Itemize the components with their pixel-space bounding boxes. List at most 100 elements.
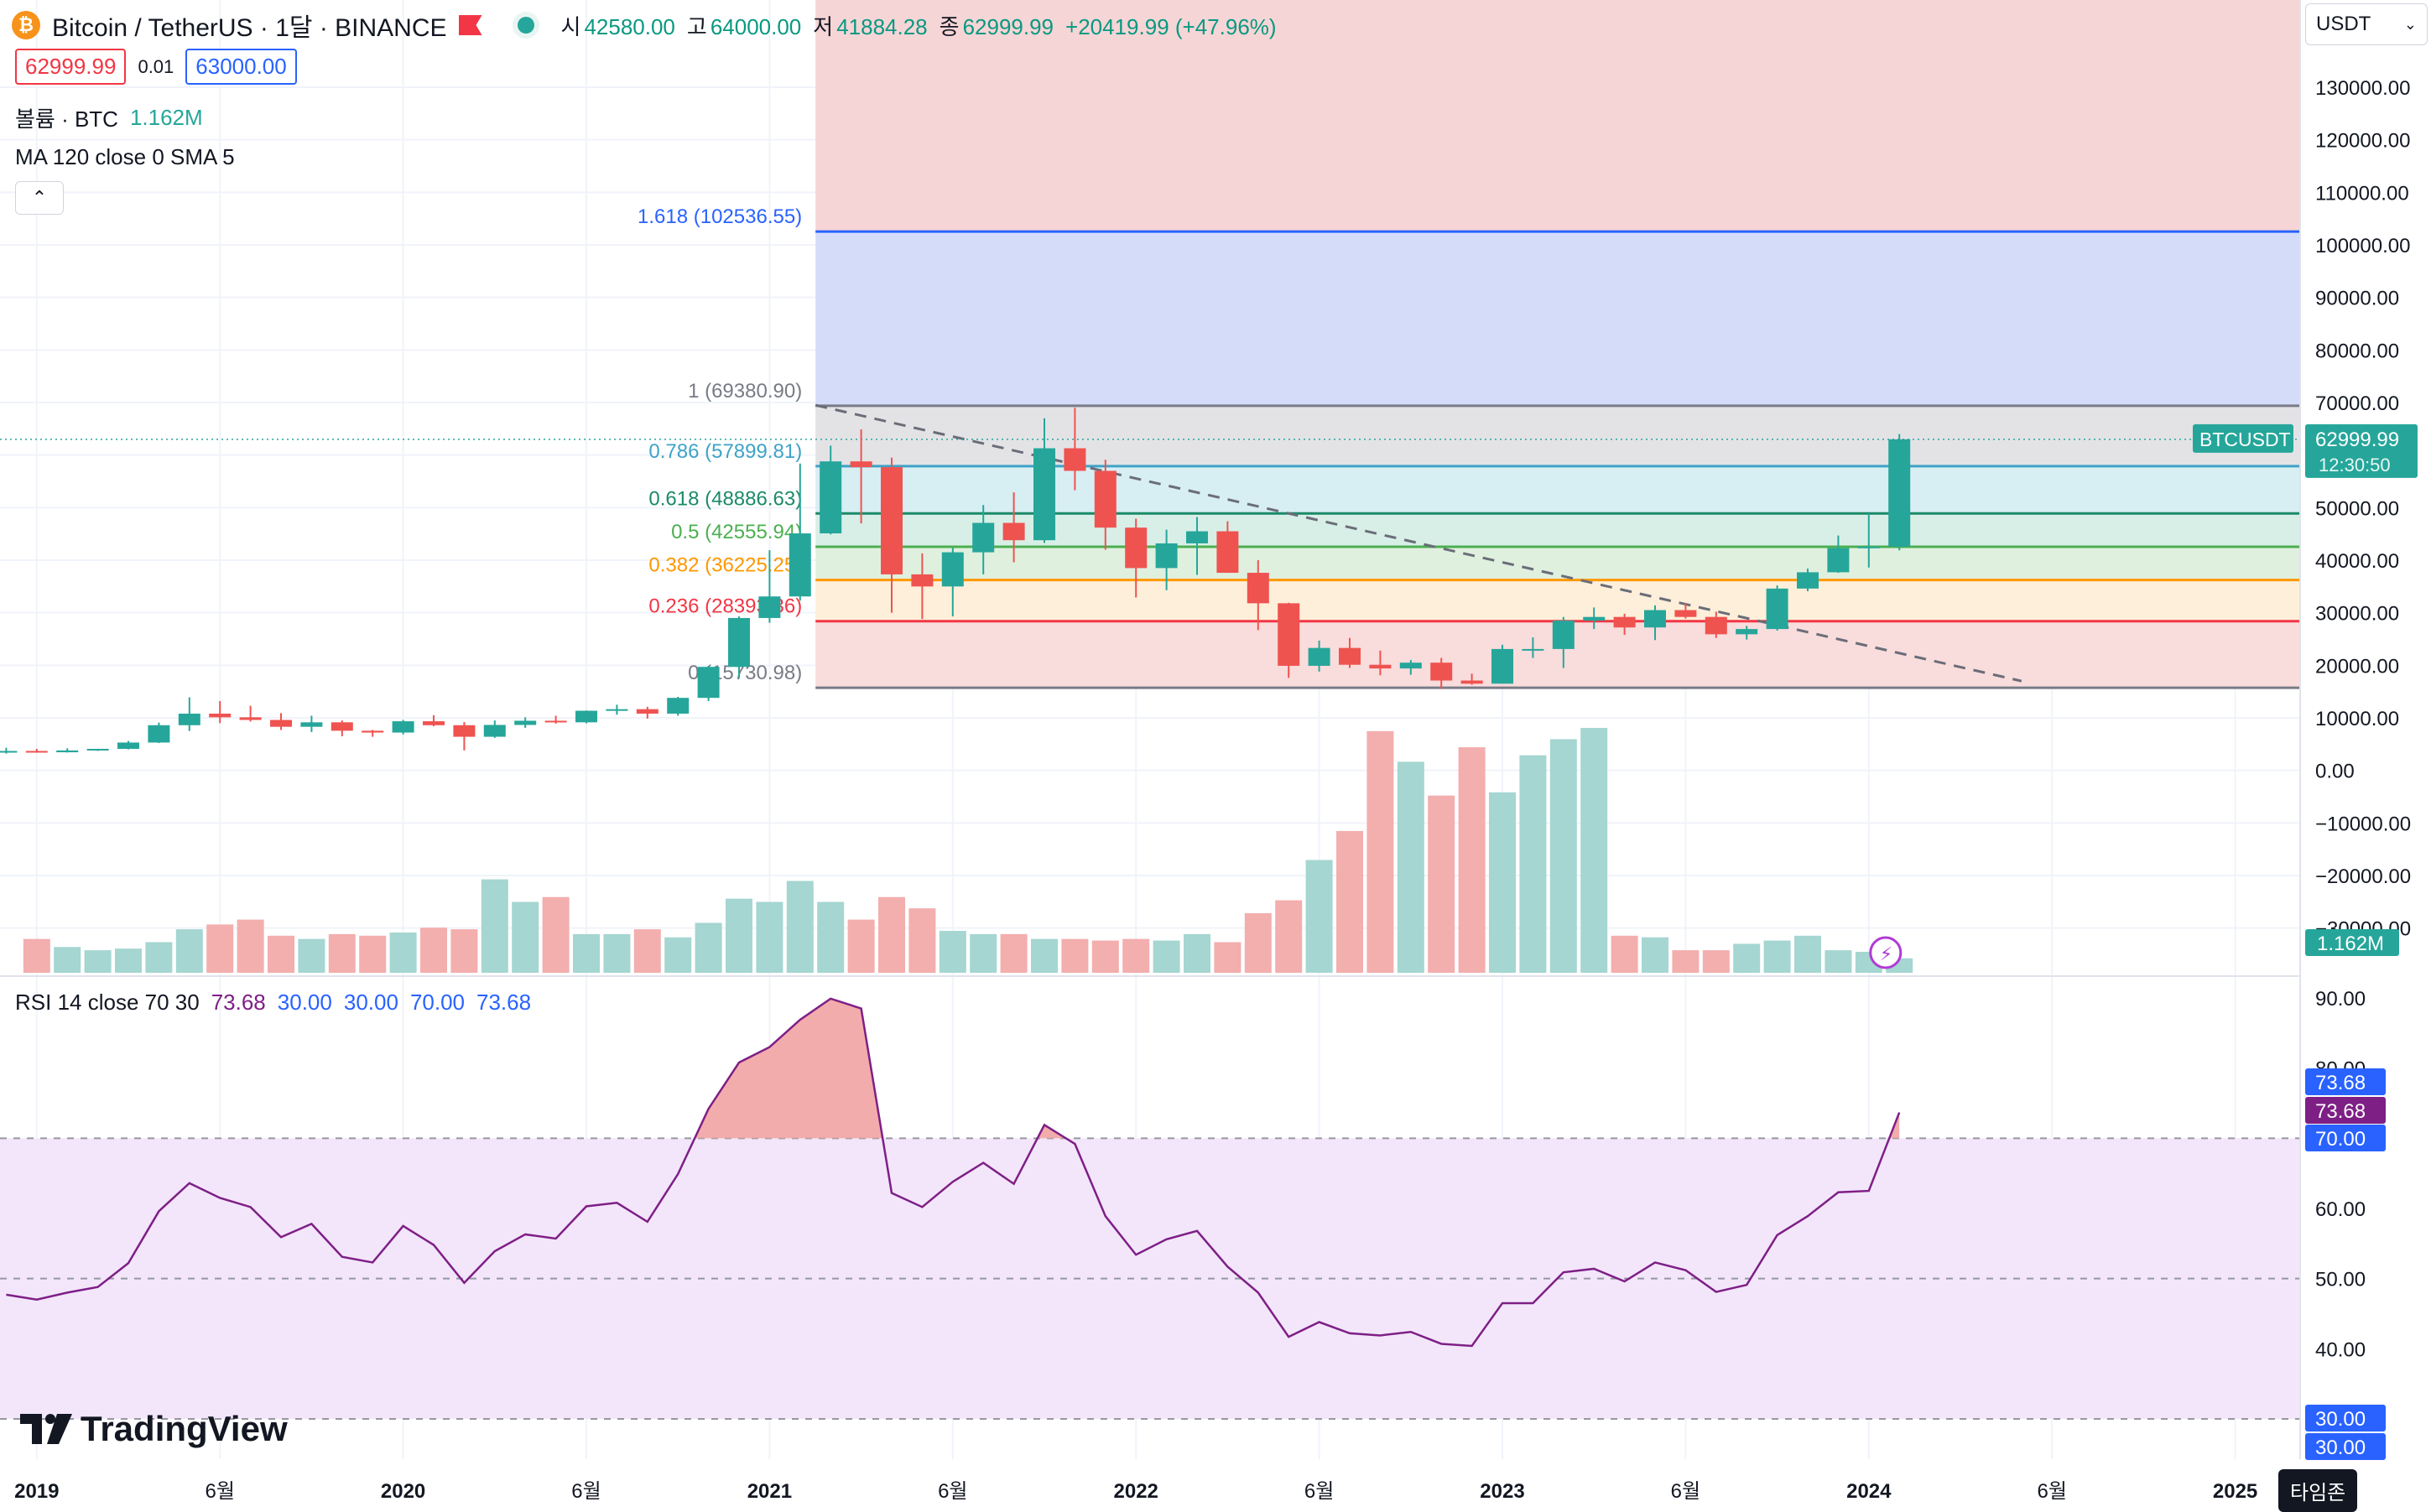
- volume-bars: [23, 728, 1913, 973]
- volume-bar: [328, 933, 356, 973]
- volume-bar: [1489, 792, 1516, 973]
- chevron-up-icon: ⌃: [31, 187, 48, 208]
- buy-button[interactable]: 63000.00: [185, 49, 297, 85]
- volume-bar: [1549, 739, 1577, 973]
- volume-bar: [54, 947, 81, 973]
- volume-bar: [237, 919, 264, 973]
- market-status-icon[interactable]: [517, 17, 534, 34]
- candle-body: [300, 722, 323, 727]
- time-tick-label: 2019: [14, 1480, 59, 1503]
- rsi-tick-label: 90.00: [2315, 988, 2366, 1011]
- candle-body: [1399, 662, 1422, 669]
- rsi-value-tag: 30.00: [2315, 1437, 2366, 1459]
- flag-icon[interactable]: [458, 15, 482, 35]
- time-tick-label: 6월: [1671, 1480, 1700, 1503]
- candle-body: [1857, 546, 1880, 548]
- volume-legend[interactable]: 볼륨 · BTC 1.162M: [15, 102, 203, 133]
- candle-body: [1888, 439, 1911, 547]
- candle-body: [1094, 470, 1117, 528]
- price-axis-bg: [2300, 0, 2431, 1509]
- candle-body: [209, 713, 232, 718]
- volume-bar: [298, 938, 325, 973]
- rsi-value-5: 73.68: [476, 990, 532, 1015]
- volume-bar: [756, 901, 783, 973]
- candle-body: [881, 467, 903, 574]
- price-tick-label: 100000.00: [2315, 235, 2410, 257]
- rsi-overbought-fill: [695, 998, 883, 1139]
- candle-body: [1644, 610, 1666, 628]
- trend-line: [815, 403, 2022, 683]
- volume-bar: [633, 929, 661, 973]
- price-tick-label: 120000.00: [2315, 130, 2410, 153]
- rsi-value-tag: 30.00: [2315, 1408, 2366, 1431]
- time-tick-label: 2024: [1846, 1480, 1892, 1503]
- candle-body: [1522, 648, 1544, 651]
- candle-body: [1430, 662, 1453, 681]
- time-tick-label: 2023: [1480, 1480, 1524, 1503]
- volume-bar: [175, 929, 203, 973]
- volume-bar: [1091, 940, 1119, 973]
- collapse-legend-button[interactable]: ⌃: [15, 181, 64, 215]
- rsi-value-tag-bg: [2305, 1097, 2386, 1124]
- event-icon: [1869, 936, 1903, 969]
- volume-bar: [84, 950, 112, 973]
- candle-body: [544, 720, 567, 723]
- price-tick-label: 40000.00: [2315, 550, 2399, 573]
- timezone-button[interactable]: 타임존: [2278, 1469, 2358, 1512]
- volume-tag-bg: [2305, 929, 2399, 956]
- candle-body: [1583, 616, 1606, 621]
- tradingview-logo[interactable]: TradingView: [20, 1409, 288, 1449]
- candle-body: [1736, 629, 1758, 635]
- time-tick-label: 2020: [381, 1480, 425, 1503]
- price-tick-label: 0.00: [2315, 761, 2355, 783]
- time-tick-label: 6월: [1304, 1480, 1334, 1503]
- sell-button[interactable]: 62999.99: [15, 49, 127, 85]
- rsi-legend[interactable]: RSI 14 close 70 30 73.68 30.00 30.00 70.…: [15, 990, 531, 1016]
- candle-body: [178, 713, 200, 725]
- volume-bar: [1305, 860, 1333, 973]
- bitcoin-icon: ₿: [12, 11, 40, 39]
- spread-value: 0.01: [138, 55, 174, 77]
- fib-zone-top: [815, 0, 2301, 232]
- rsi-tick-label: 50.00: [2315, 1269, 2366, 1291]
- volume-bar: [1336, 830, 1363, 973]
- ma-legend[interactable]: MA 120 close 0 SMA 5: [15, 144, 235, 170]
- price-tick-label: 70000.00: [2315, 392, 2399, 415]
- volume-bar: [1519, 755, 1547, 973]
- candle-body: [789, 533, 811, 597]
- fib-label: 1 (69380.90): [688, 380, 802, 403]
- symbol-title[interactable]: Bitcoin / TetherUS · 1달 · BINANCE: [52, 14, 447, 42]
- candle-body: [636, 709, 659, 714]
- volume-bar: [542, 896, 570, 973]
- volume-bar: [847, 919, 875, 973]
- candle-body: [1827, 548, 1850, 573]
- volume-bar: [573, 933, 600, 973]
- time-tick-label: 2022: [1114, 1480, 1158, 1503]
- volume-bar: [1763, 940, 1791, 973]
- currency-select[interactable]: USDT ⌄: [2305, 3, 2428, 45]
- rsi-tick-label: 40.00: [2315, 1338, 2366, 1361]
- fib-label: 0.382 (36225.25): [648, 554, 802, 577]
- volume-bar: [1580, 728, 1608, 973]
- candle-body: [667, 698, 690, 714]
- volume-bar: [23, 938, 50, 973]
- last-price-tag-bg: [2305, 423, 2418, 478]
- fibonacci-retracement: [815, 0, 2301, 689]
- candle-body: [1674, 610, 1697, 617]
- price-tick-label: 130000.00: [2315, 77, 2410, 100]
- volume-bar: [1153, 940, 1180, 973]
- volume-label: 볼륨 · BTC: [15, 107, 118, 132]
- candle-body: [362, 730, 384, 733]
- rsi-value-4: 70.00: [409, 990, 466, 1015]
- candle-body: [270, 720, 292, 727]
- fib-zone: [815, 465, 2301, 514]
- time-tick-label: 6월: [938, 1480, 967, 1503]
- rsi-value-3: 30.00: [343, 990, 398, 1015]
- volume-bar: [1825, 950, 1852, 973]
- price-tick-label: 80000.00: [2315, 340, 2399, 362]
- candle-body: [1339, 647, 1361, 665]
- candle-body: [423, 721, 445, 725]
- candle-body: [56, 750, 79, 753]
- rsi-value-1: 73.68: [211, 990, 266, 1015]
- candle-body: [1460, 680, 1483, 684]
